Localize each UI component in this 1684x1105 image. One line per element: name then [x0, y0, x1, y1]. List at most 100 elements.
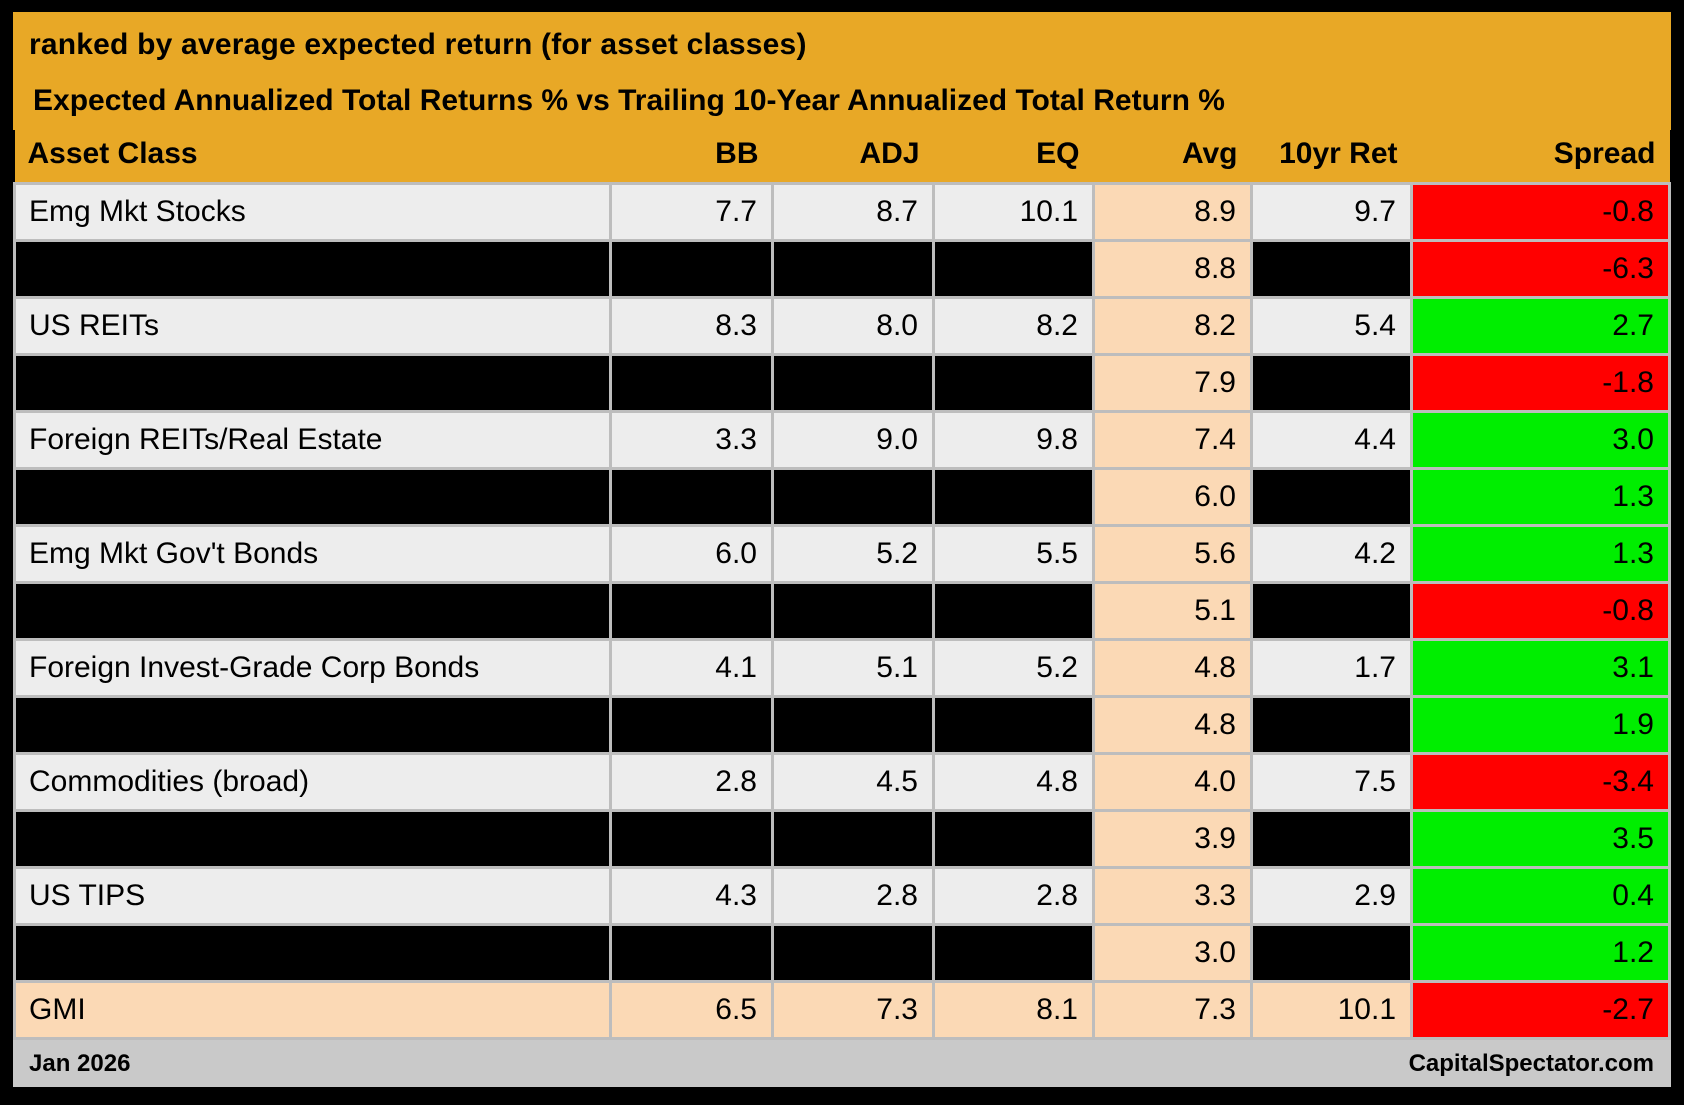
- table-row: Commodities (broad) 2.8 4.5 4.8 4.0 7.5 -3.4: [13, 752, 1671, 812]
- avg-cell: 5.6: [1092, 524, 1253, 584]
- bb-cell: 4.1: [609, 638, 774, 698]
- asset-class-cell: US REITs: [13, 296, 612, 356]
- returns-table: Asset Class BB ADJ EQ Avg 10yr Ret Sprea…: [13, 130, 1671, 1040]
- redacted-cell: [932, 239, 1095, 299]
- 10yr-ret-cell: 5.4: [1250, 296, 1413, 356]
- eq-cell: 8.1: [932, 980, 1095, 1040]
- 10yr-ret-cell: 4.2: [1250, 524, 1413, 584]
- header-row: Asset Class BB ADJ EQ Avg 10yr Ret Sprea…: [14, 130, 1670, 184]
- avg-cell: 4.8: [1092, 695, 1253, 755]
- eq-cell: 5.5: [932, 524, 1095, 584]
- spread-cell: -6.3: [1410, 239, 1671, 299]
- adj-cell: 7.3: [771, 980, 935, 1040]
- redacted-cell: [771, 695, 935, 755]
- bb-cell: 2.8: [609, 752, 774, 812]
- 10yr-ret-cell: 10.1: [1250, 980, 1413, 1040]
- eq-cell: 5.2: [932, 638, 1095, 698]
- avg-cell: 3.0: [1092, 923, 1253, 983]
- table-row: US TIPS 4.3 2.8 2.8 3.3 2.9 0.4: [13, 866, 1671, 926]
- table-row: Foreign Invest-Grade Corp Bonds 4.1 5.1 5.2…: [13, 638, 1671, 698]
- asset-class-cell: Commodities (broad): [13, 752, 612, 812]
- spread-cell: -3.4: [1410, 752, 1671, 812]
- adj-cell: 9.0: [771, 410, 935, 470]
- 10yr-ret-cell: 2.9: [1250, 866, 1413, 926]
- spread-cell: -2.7: [1410, 980, 1671, 1040]
- table-row: Foreign REITs/Real Estate 3.3 9.0 9.8 7.4 4.4…: [13, 410, 1671, 470]
- adj-cell: 4.5: [771, 752, 935, 812]
- redacted-cell: [609, 695, 774, 755]
- avg-cell: 7.9: [1092, 353, 1253, 413]
- asset-class-cell: GMI: [13, 980, 612, 1040]
- redacted-cell: [1250, 695, 1413, 755]
- eq-cell: 10.1: [932, 182, 1095, 242]
- adj-cell: 5.2: [771, 524, 935, 584]
- table-row: Emg Mkt Stocks 7.7 8.7 10.1 8.9 9.7 -0.8: [13, 182, 1671, 242]
- spread-cell: -0.8: [1410, 182, 1671, 242]
- redacted-cell: [771, 239, 935, 299]
- asset-class-cell: Foreign Invest-Grade Corp Bonds: [13, 638, 612, 698]
- redacted-cell: [771, 353, 935, 413]
- avg-cell: 5.1: [1092, 581, 1253, 641]
- redacted-cell: [932, 467, 1095, 527]
- 10yr-ret-cell: 9.7: [1250, 182, 1413, 242]
- redacted-cell: [609, 581, 774, 641]
- spread-cell: -1.8: [1410, 353, 1671, 413]
- bb-cell: 6.5: [609, 980, 774, 1040]
- redacted-cell: [13, 695, 612, 755]
- table-row-redacted: 3.0 1.2: [13, 923, 1671, 983]
- avg-cell: 8.9: [1092, 182, 1253, 242]
- table-row-redacted: 3.9 3.5: [13, 809, 1671, 869]
- avg-cell: 8.2: [1092, 296, 1253, 356]
- asset-class-cell: Emg Mkt Stocks: [13, 182, 612, 242]
- redacted-cell: [1250, 353, 1413, 413]
- redacted-cell: [609, 923, 774, 983]
- page-subtitle: Expected Annualized Total Returns % vs T…: [33, 84, 1225, 117]
- adj-cell: 8.0: [771, 296, 935, 356]
- redacted-cell: [1250, 923, 1413, 983]
- redacted-cell: [13, 809, 612, 869]
- redacted-cell: [609, 353, 774, 413]
- asset-class-cell: Foreign REITs/Real Estate: [13, 410, 612, 470]
- spread-cell: 3.1: [1410, 638, 1671, 698]
- masthead: ranked by average expected return (for a…: [13, 12, 1671, 130]
- spread-cell: 2.7: [1410, 296, 1671, 356]
- bb-cell: 8.3: [609, 296, 774, 356]
- 10yr-ret-cell: 4.4: [1250, 410, 1413, 470]
- table-row: Emg Mkt Gov't Bonds 6.0 5.2 5.5 5.6 4.2 1.3: [13, 524, 1671, 584]
- redacted-cell: [1250, 467, 1413, 527]
- adj-cell: 8.7: [771, 182, 935, 242]
- redacted-cell: [932, 923, 1095, 983]
- table-row-redacted: 6.0 1.3: [13, 467, 1671, 527]
- redacted-cell: [13, 239, 612, 299]
- spread-cell: 3.0: [1410, 410, 1671, 470]
- table-row-redacted: 7.9 -1.8: [13, 353, 1671, 413]
- footer-source: CapitalSpectator.com: [1408, 1049, 1654, 1077]
- spread-cell: 3.5: [1410, 809, 1671, 869]
- column-header-bb: BB: [610, 130, 773, 184]
- avg-cell: 4.0: [1092, 752, 1253, 812]
- redacted-cell: [1250, 239, 1413, 299]
- column-header-asset-class: Asset Class: [14, 130, 611, 184]
- column-header-avg: Avg: [1093, 130, 1252, 184]
- eq-cell: 9.8: [932, 410, 1095, 470]
- redacted-cell: [13, 923, 612, 983]
- bb-cell: 3.3: [609, 410, 774, 470]
- redacted-cell: [771, 581, 935, 641]
- redacted-cell: [771, 809, 935, 869]
- redacted-cell: [609, 467, 774, 527]
- column-header-10yr-ret: 10yr Ret: [1251, 130, 1412, 184]
- spread-cell: 1.3: [1410, 524, 1671, 584]
- bb-cell: 7.7: [609, 182, 774, 242]
- 10yr-ret-cell: 7.5: [1250, 752, 1413, 812]
- avg-cell: 3.9: [1092, 809, 1253, 869]
- redacted-cell: [932, 809, 1095, 869]
- redacted-cell: [932, 353, 1095, 413]
- redacted-cell: [1250, 809, 1413, 869]
- bb-cell: 6.0: [609, 524, 774, 584]
- eq-cell: 4.8: [932, 752, 1095, 812]
- column-header-eq: EQ: [933, 130, 1094, 184]
- bb-cell: 4.3: [609, 866, 774, 926]
- avg-cell: 6.0: [1092, 467, 1253, 527]
- avg-cell: 8.8: [1092, 239, 1253, 299]
- spread-cell: 0.4: [1410, 866, 1671, 926]
